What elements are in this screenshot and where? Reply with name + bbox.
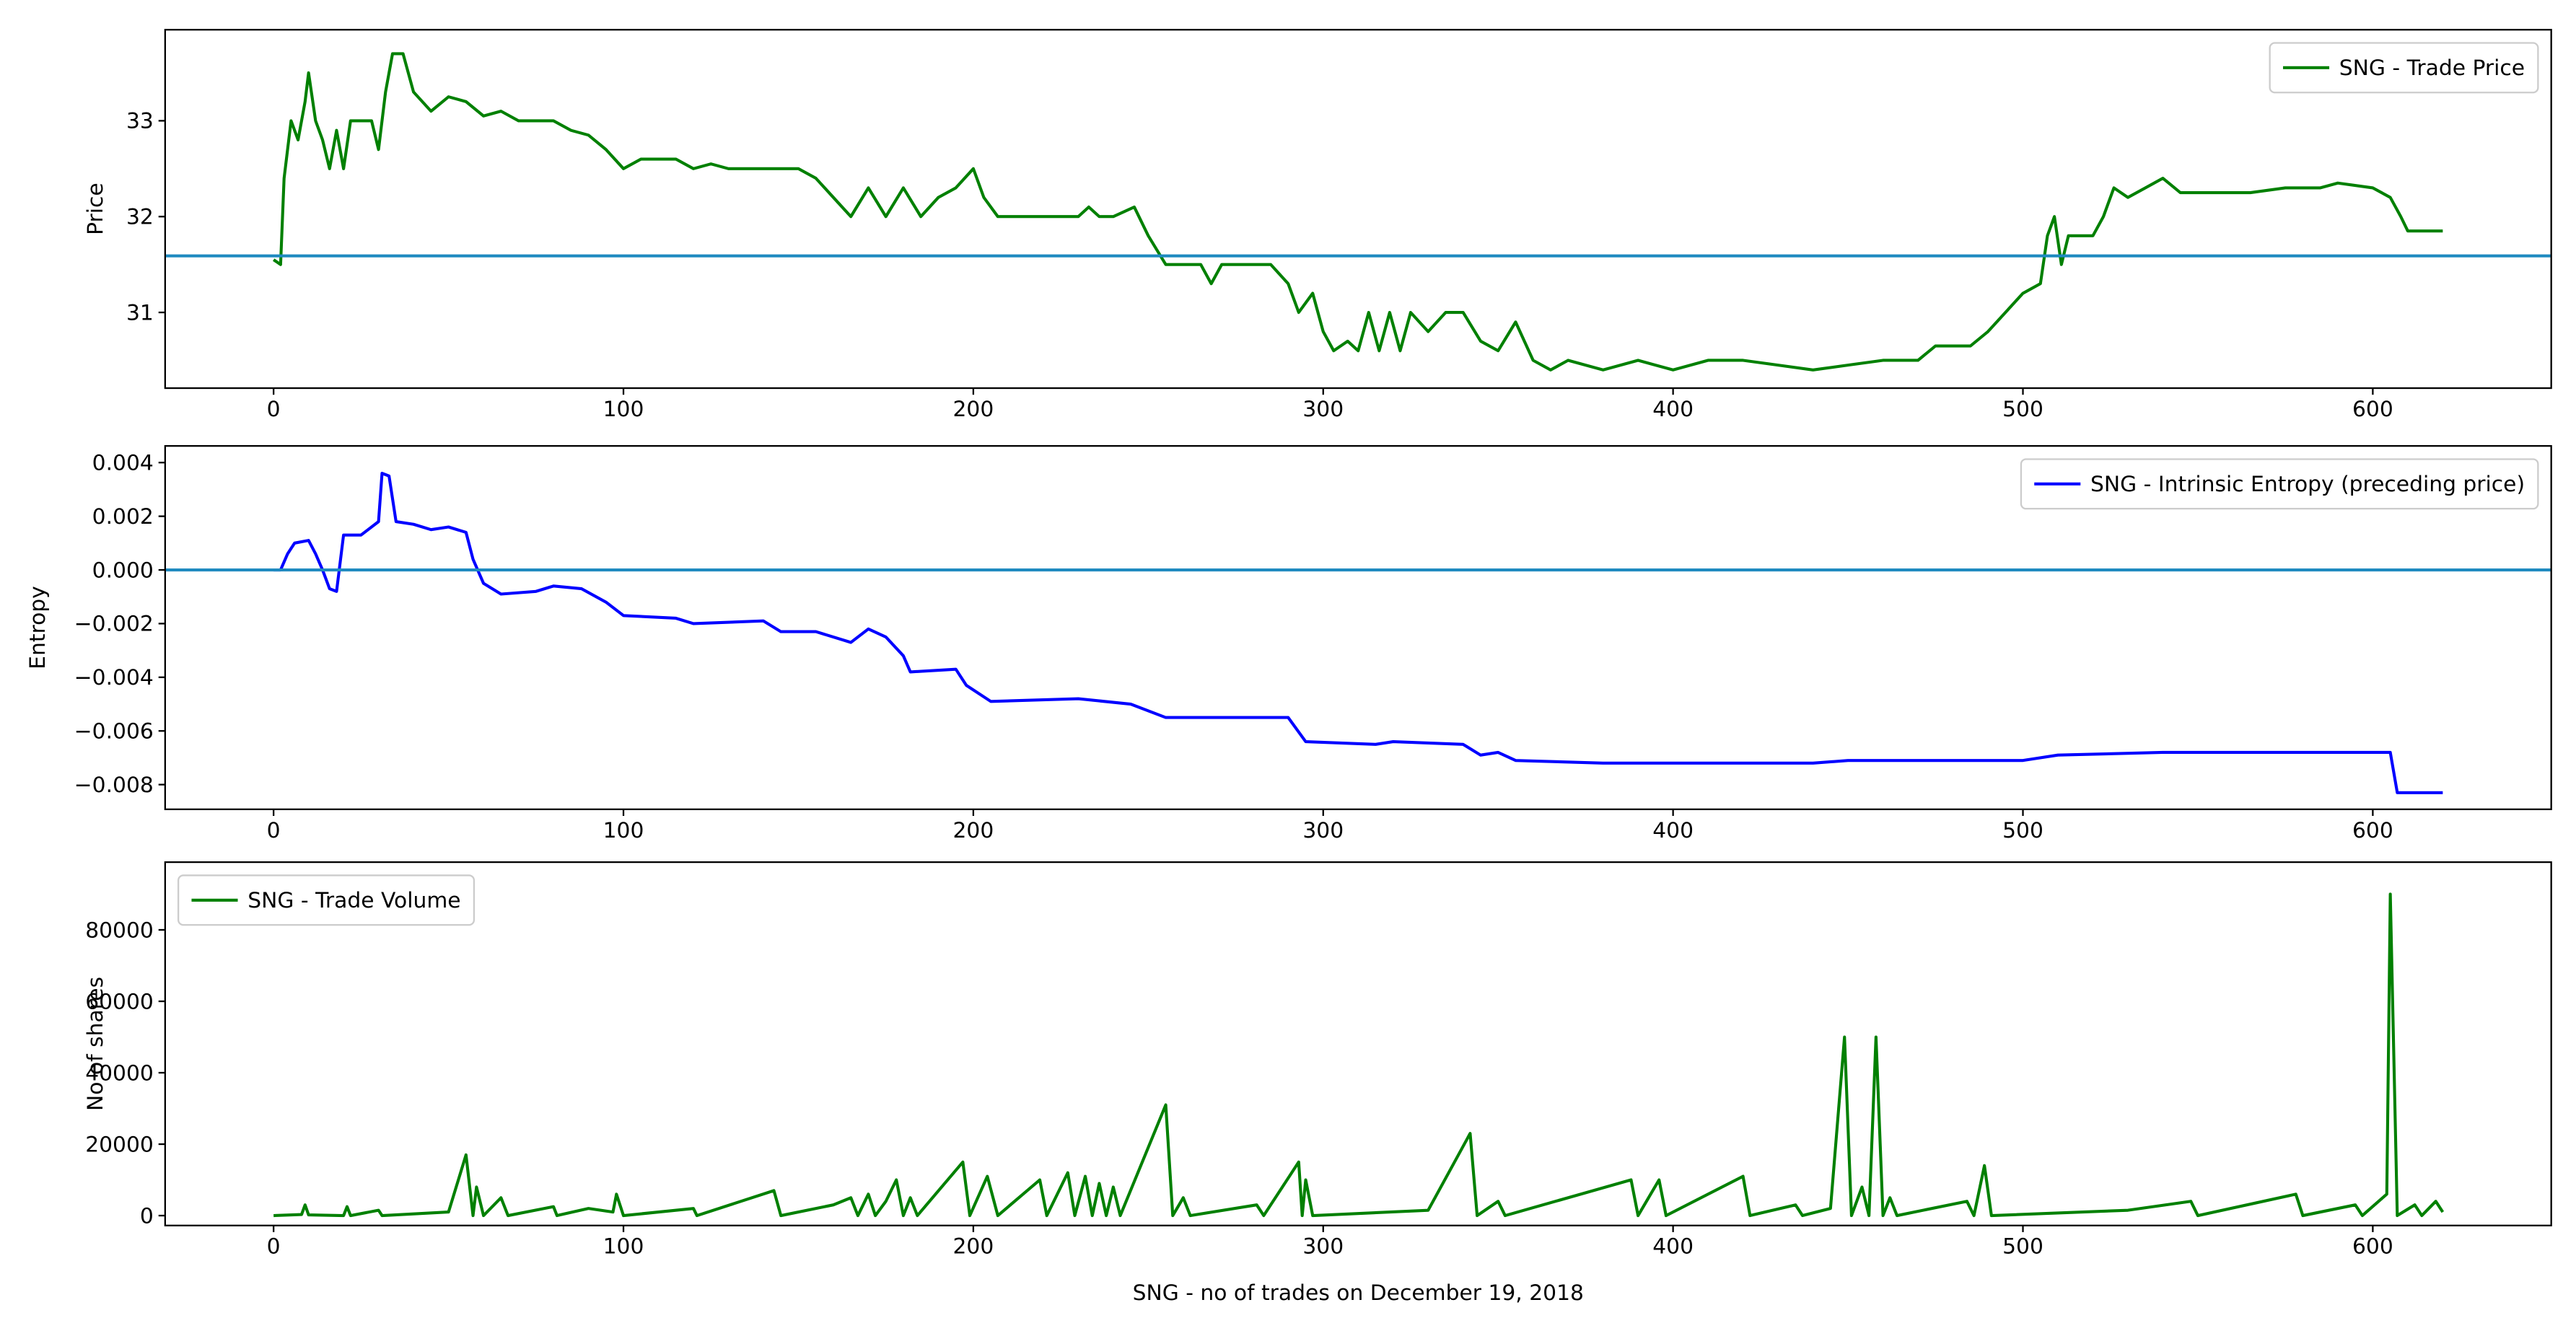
x-tick-label: 500 <box>2002 818 2043 843</box>
y-tick-label: 20000 <box>85 1132 154 1157</box>
x-tick-label: 0 <box>267 1234 281 1260</box>
y-axis-label: No of shares <box>83 977 108 1111</box>
y-tick-label: 80000 <box>85 918 154 943</box>
y-tick-label: 0.004 <box>92 451 154 476</box>
series-line <box>273 892 2445 1218</box>
x-tick-label: 0 <box>267 818 281 843</box>
legend-label: SNG - Trade Price <box>2339 56 2525 81</box>
axes-frame <box>164 445 2552 810</box>
x-tick-label: 600 <box>2352 397 2393 422</box>
x-tick-label: 100 <box>603 1234 644 1260</box>
panel: 0 100 200 300 400 500 600 −0.008 −0.006 −0.004 −0.… <box>25 445 2552 843</box>
x-tick-label: 200 <box>953 1234 994 1260</box>
y-tick-label: −0.008 <box>74 773 154 798</box>
legend-box <box>178 874 476 926</box>
series-line <box>272 52 2443 372</box>
plot-area <box>165 52 2551 372</box>
y-tick-label: 31 <box>126 300 154 325</box>
plot-area <box>165 472 2551 794</box>
x-tick-label: 400 <box>1652 818 1694 843</box>
y-tick-label: 0.002 <box>92 504 154 530</box>
x-tick-label: 100 <box>603 818 644 843</box>
y-tick-label: 60000 <box>85 989 154 1014</box>
legend: SNG - Intrinsic Entropy (preceding price… <box>2020 458 2539 510</box>
x-tick-label: 0 <box>267 397 281 422</box>
x-tick-label: 100 <box>603 397 644 422</box>
y-tick-label: 0 <box>140 1203 154 1229</box>
axes-frame <box>164 861 2552 1226</box>
x-tick-label: 200 <box>953 818 994 843</box>
x-tick-label: 600 <box>2352 1234 2393 1260</box>
x-tick-label: 300 <box>1302 1234 1344 1260</box>
y-tick-label: 40000 <box>85 1060 154 1086</box>
y-axis-label: Entropy <box>25 586 51 669</box>
legend-box <box>2020 458 2539 510</box>
axes-frame <box>164 29 2552 390</box>
x-axis-label: SNG - no of trades on December 19, 2018 <box>1133 1280 1584 1306</box>
series-line <box>273 472 2443 794</box>
legend-label: SNG - Intrinsic Entropy (preceding price… <box>2090 472 2525 497</box>
y-tick-label: 32 <box>126 205 154 230</box>
x-tick-label: 300 <box>1302 397 1344 422</box>
plot-area <box>273 892 2445 1218</box>
y-tick-label: −0.006 <box>74 719 154 744</box>
y-tick-label: 0.000 <box>92 558 154 583</box>
x-tick-label: 300 <box>1302 818 1344 843</box>
x-tick-label: 500 <box>2002 1234 2043 1260</box>
panel: 0 100 200 300 400 500 600 0 20000 40000 60000 80000… <box>83 861 2552 1306</box>
legend-label: SNG - Trade Volume <box>247 888 460 913</box>
legend: SNG - Trade Volume <box>178 874 476 926</box>
y-axis-label: Price <box>83 183 108 235</box>
y-tick-label: −0.004 <box>74 665 154 690</box>
y-tick-label: 33 <box>126 109 154 134</box>
panel: 0 100 200 300 400 500 600 31 32 33 Price SNG - Trad… <box>83 29 2552 422</box>
x-tick-label: 400 <box>1652 1234 1694 1260</box>
x-tick-label: 600 <box>2352 818 2393 843</box>
legend-box <box>2269 42 2539 94</box>
x-tick-label: 400 <box>1652 397 1694 422</box>
x-tick-label: 500 <box>2002 397 2043 422</box>
legend: SNG - Trade Price <box>2269 42 2539 94</box>
x-tick-label: 200 <box>953 397 994 422</box>
y-tick-label: −0.002 <box>74 612 154 637</box>
